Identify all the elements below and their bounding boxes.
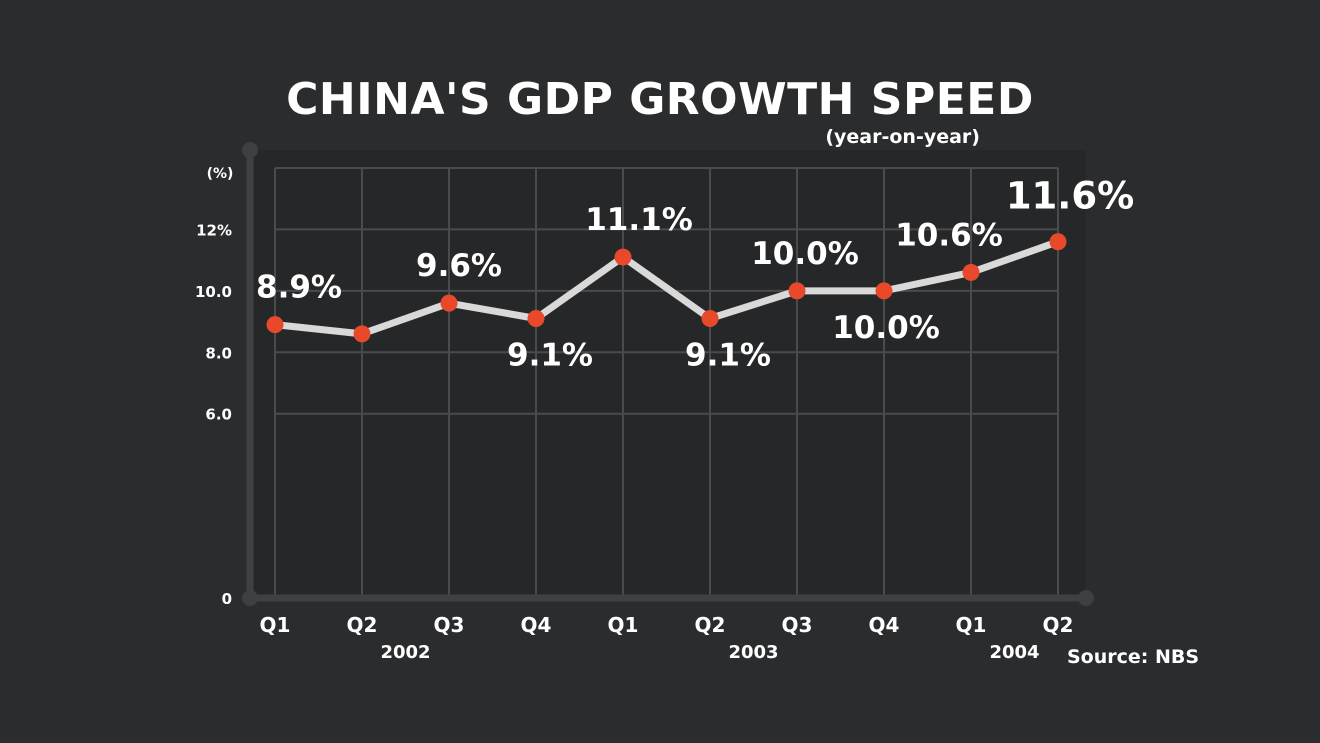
- y-tick-label: 12%: [196, 221, 232, 239]
- x-tick-label: Q3: [434, 613, 465, 637]
- data-point-marker: [440, 294, 458, 312]
- y-tick-label: 0: [222, 590, 232, 608]
- data-label: 10.0%: [832, 310, 940, 346]
- x-tick-label: Q4: [521, 613, 552, 637]
- year-group-label: 2003: [728, 642, 778, 663]
- data-point-marker: [266, 316, 284, 334]
- data-markers: [266, 233, 1067, 343]
- year-group-label: 2002: [380, 642, 430, 663]
- x-tick-label: Q1: [956, 613, 987, 637]
- x-tick-label: Q2: [347, 613, 378, 637]
- data-label: 9.6%: [416, 248, 502, 284]
- data-label: 11.1%: [585, 202, 693, 238]
- x-tick-label: Q1: [608, 613, 639, 637]
- chart-title: CHINA'S GDP GROWTH SPEED: [286, 74, 1034, 125]
- data-point-marker: [875, 282, 893, 300]
- data-point-marker: [701, 310, 719, 327]
- y-tick-label: 10.0: [195, 283, 232, 301]
- x-tick-label: Q4: [869, 613, 900, 637]
- data-point-marker: [1049, 233, 1067, 251]
- tick-labels: (%)06.08.010.012%Q1 Q2 Q3 Q4 Q1 Q2 Q3 Q4 Q1 Q2200…: [195, 166, 1073, 663]
- axis-end-cap: [242, 142, 258, 158]
- x-tick-label: Q2: [695, 613, 726, 637]
- year-group-label: 2004: [989, 642, 1039, 663]
- x-tick-label: Q1: [260, 613, 291, 637]
- y-tick-label: 8.0: [205, 344, 232, 362]
- data-label: 11.6%: [1006, 175, 1134, 218]
- plot-background: [250, 150, 1086, 598]
- data-point-marker: [614, 248, 632, 266]
- data-labels: 8.9% 9.6% 9.1% 11.1% 9.1% 10.0% 10.0% 10.6%11.6…: [256, 175, 1134, 374]
- x-tick-label: Q2: [1043, 613, 1074, 637]
- data-point-marker: [527, 310, 545, 327]
- y-tick-label: 6.0: [205, 406, 232, 424]
- y-axis-unit-label: (%): [207, 166, 234, 182]
- data-point-marker: [353, 325, 371, 343]
- x-tick-label: Q3: [782, 613, 813, 637]
- data-label: 8.9%: [256, 270, 342, 306]
- data-label: 9.1%: [685, 338, 771, 374]
- data-label: 10.6%: [895, 217, 1003, 253]
- data-point-marker: [962, 263, 980, 281]
- axes: [242, 142, 1094, 606]
- data-point-marker: [788, 282, 806, 300]
- axis-end-cap: [1078, 590, 1094, 606]
- gdp-growth-line: [271, 238, 1062, 338]
- source-note: Source: NBS: [1067, 646, 1200, 668]
- chart-subtitle: (year-on-year): [825, 126, 980, 148]
- data-label: 9.1%: [507, 338, 593, 374]
- series-line: [271, 238, 1062, 338]
- data-label: 10.0%: [751, 236, 859, 272]
- axis-origin-cap: [242, 590, 258, 606]
